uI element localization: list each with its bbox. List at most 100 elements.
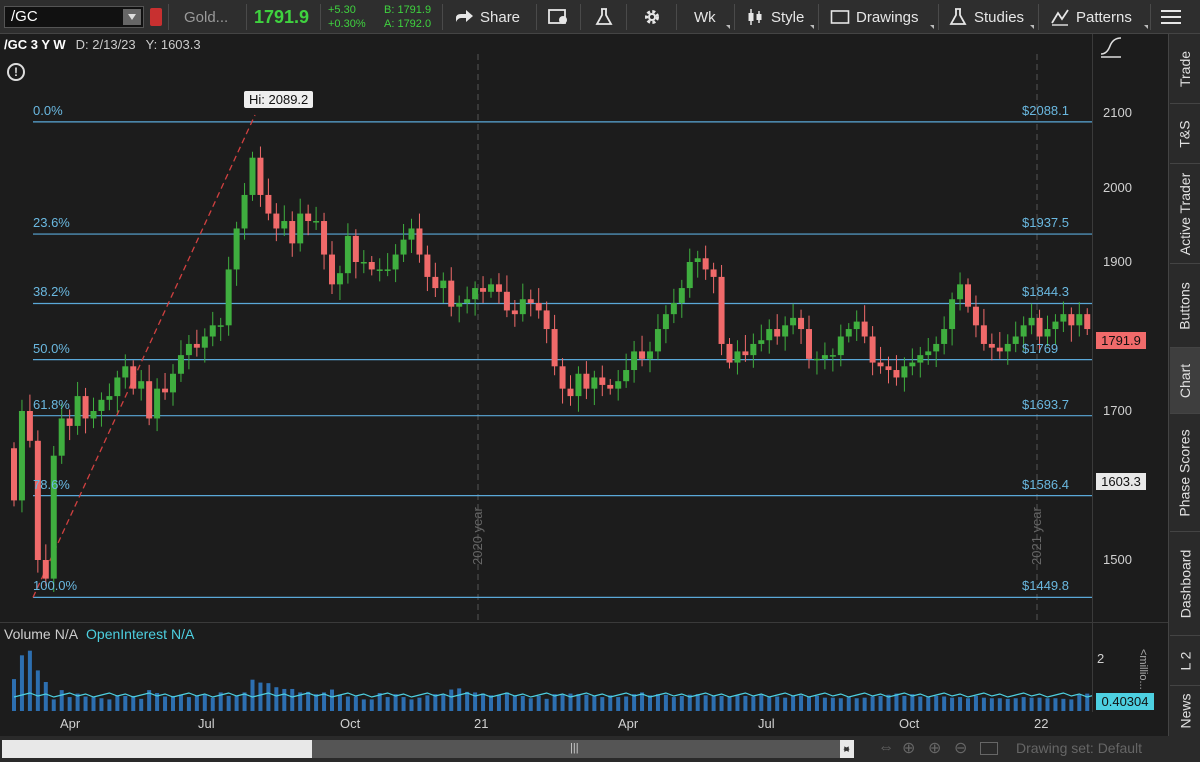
candle-body	[925, 351, 932, 356]
candle-body	[352, 235, 359, 262]
toolbar-divider	[536, 4, 537, 30]
tab-chart[interactable]: Chart	[1170, 348, 1200, 414]
style-dropdown[interactable]: Style	[746, 0, 804, 34]
toolbar-divider	[1038, 4, 1039, 30]
axis-scale-icon[interactable]	[1099, 36, 1123, 58]
volume-bar	[918, 696, 923, 711]
symbol-flag-icon[interactable]	[150, 8, 162, 26]
candlestick-chart[interactable]: 2020 year 2021 year	[0, 34, 1092, 622]
chart-scrollbar[interactable]: ||| ▸ ◂ ⇔ ⊕ ⊕ ⊖ Drawing set: Default	[0, 736, 1200, 762]
candle-body	[877, 362, 884, 367]
date-axis[interactable]: Apr Jul Oct 21 Apr Jul Oct 22	[0, 712, 1168, 736]
symbol-input[interactable]: /GC	[4, 6, 144, 28]
fibonacci-price-label: $1586.4	[1022, 476, 1069, 492]
volume-bar	[178, 694, 183, 711]
tab-active-trader[interactable]: Active Trader	[1170, 164, 1200, 264]
candle-body	[567, 388, 574, 397]
volume-bar	[966, 698, 970, 711]
volume-bar	[814, 695, 819, 711]
patterns-dropdown[interactable]: Patterns	[1050, 0, 1132, 34]
volume-bar	[298, 692, 303, 711]
share-button[interactable]: Share	[454, 0, 520, 34]
volume-bar	[1045, 698, 1050, 711]
candle-body	[241, 194, 248, 229]
candle-body	[138, 381, 145, 389]
date-tick-label: Apr	[60, 716, 81, 731]
candle-body	[18, 411, 25, 501]
fit-screen-icon[interactable]	[980, 742, 998, 755]
patterns-icon	[1051, 9, 1069, 26]
scroll-right-icon[interactable]: ▸	[844, 743, 850, 755]
tab-buttons[interactable]: Buttons	[1170, 264, 1200, 348]
style-caret-icon	[810, 25, 814, 29]
fibonacci-percent-label: 78.6%	[33, 476, 70, 492]
volume-pane[interactable]: Volume N/A OpenInterest N/A	[0, 622, 1092, 712]
volume-bar	[99, 698, 104, 711]
volume-bar	[648, 695, 652, 711]
tab-phase-scores[interactable]: Phase Scores	[1170, 414, 1200, 532]
volume-bar	[679, 695, 684, 711]
volume-bar	[401, 697, 406, 711]
zoom-in-icon[interactable]: ⊕	[928, 740, 942, 757]
share-label: Share	[480, 8, 521, 26]
volume-bar	[1005, 698, 1010, 711]
scrollbar-track[interactable]: ||| ▸	[2, 740, 854, 758]
volume-bar	[290, 688, 295, 711]
volume-bar	[433, 694, 438, 711]
chart-settings-button[interactable]	[548, 0, 570, 34]
volume-bar	[1085, 693, 1090, 711]
candle-body	[1060, 314, 1067, 322]
pan-icon[interactable]: ⇔	[878, 739, 894, 756]
volume-bar	[171, 695, 175, 711]
date-tick-label: Oct	[899, 716, 920, 731]
volume-bar	[1061, 698, 1066, 711]
volume-bar	[274, 687, 279, 711]
candle-body	[11, 448, 17, 501]
timeframe-dropdown[interactable]: Wk	[694, 0, 716, 34]
candle-body	[543, 310, 550, 330]
candle-body	[734, 351, 741, 363]
tab-dashboard[interactable]: Dashboard	[1170, 532, 1200, 636]
volume-bar	[520, 695, 525, 711]
candle-body	[185, 343, 192, 356]
zoom-out-icon[interactable]: ⊖	[954, 740, 968, 757]
candle-body	[662, 314, 669, 330]
volume-bar	[560, 694, 565, 711]
tab-news[interactable]: News	[1170, 686, 1200, 736]
tab-time-and-sales[interactable]: T&S	[1170, 104, 1200, 164]
scroll-left-icon[interactable]: ◂	[843, 743, 849, 755]
candle-body	[1004, 343, 1011, 352]
scrollbar-thumb[interactable]: |||	[312, 740, 840, 758]
volume-bar	[997, 698, 1002, 711]
volume-bar	[767, 697, 772, 711]
percent-change: +0.30%	[328, 18, 366, 30]
candle-body	[114, 377, 121, 397]
menu-button[interactable]	[1160, 0, 1182, 34]
drawing-set-selector[interactable]: Drawing set: Default	[1016, 740, 1143, 756]
volume-bar	[91, 697, 96, 711]
drawings-dropdown[interactable]: Drawings	[830, 0, 919, 34]
price-chart[interactable]: 2020 year 2021 year /GC 3 Y W D: 2/13/23 …	[0, 34, 1092, 622]
settings-button[interactable]	[642, 0, 662, 34]
volume-bar	[886, 694, 891, 711]
info-icon[interactable]: !	[7, 63, 25, 81]
studies-caret-icon	[1030, 25, 1034, 29]
tab-trade[interactable]: Trade	[1170, 34, 1200, 104]
high-label: Hi: 2089.2	[244, 91, 314, 108]
studies-dropdown[interactable]: Studies	[948, 0, 1024, 34]
candle-body	[583, 373, 590, 389]
open-interest-label: OpenInterest	[86, 626, 167, 642]
symbol-dropdown-button[interactable]	[123, 9, 141, 25]
volume-bar	[330, 689, 334, 711]
price-tick-label: 1900	[1103, 254, 1132, 269]
candle-body	[170, 373, 176, 393]
price-tick-label: 1700	[1103, 403, 1132, 418]
candle-body	[503, 291, 510, 311]
price-axis[interactable]: 2100200019001800170016001500 1791.9 1603…	[1092, 34, 1168, 622]
flask-button[interactable]	[594, 0, 614, 34]
crosshair-icon[interactable]: ⊕	[902, 740, 916, 757]
volume-bar	[457, 688, 462, 711]
volume-bar	[123, 695, 128, 711]
volume-bar	[1053, 698, 1058, 711]
tab-level-2[interactable]: L 2	[1170, 636, 1200, 686]
